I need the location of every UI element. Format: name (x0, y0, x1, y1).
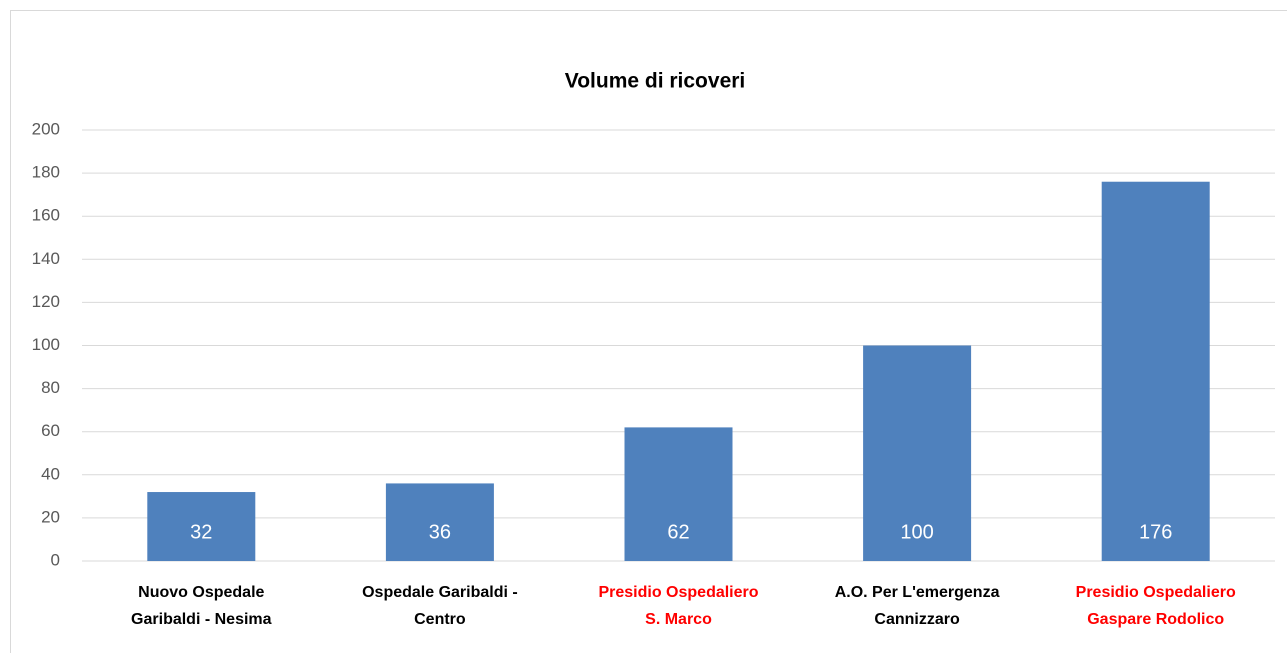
bar (624, 427, 733, 561)
y-tick-label: 20 (41, 507, 60, 526)
y-tick-label: 140 (32, 249, 60, 268)
bar (385, 483, 494, 561)
value-label: 32 (190, 521, 212, 543)
bar (863, 345, 972, 561)
y-tick-label: 180 (32, 163, 60, 182)
x-tick-label: Garibaldi - Nesima (131, 611, 272, 628)
y-tick-label: 120 (32, 292, 60, 311)
y-tick-label: 80 (41, 378, 60, 397)
x-tick-label: Nuovo Ospedale (138, 584, 264, 601)
y-tick-label: 100 (32, 335, 60, 354)
x-tick-label: A.O. Per L'emergenza (835, 584, 1000, 601)
x-tick-label: Ospedale Garibaldi - (362, 584, 518, 601)
y-tick-label: 160 (32, 206, 60, 225)
chart-title: Volume di ricoveri (565, 70, 746, 93)
x-tick-label: Presidio Ospedaliero (1076, 584, 1236, 601)
y-tick-label: 40 (41, 464, 60, 483)
x-tick-label: S. Marco (645, 611, 712, 628)
value-label: 100 (900, 521, 933, 543)
x-tick-label: Presidio Ospedaliero (598, 584, 758, 601)
x-tick-label: Cannizzaro (874, 611, 960, 628)
bar (1101, 181, 1210, 561)
x-tick-label: Gaspare Rodolico (1087, 611, 1224, 628)
x-tick-label: Centro (414, 611, 466, 628)
y-tick-label: 200 (32, 119, 60, 138)
value-label: 62 (667, 521, 689, 543)
bar (147, 492, 256, 561)
y-tick-label: 0 (51, 550, 60, 569)
value-label: 36 (429, 521, 451, 543)
y-tick-label: 60 (41, 421, 60, 440)
value-label: 176 (1139, 521, 1172, 543)
